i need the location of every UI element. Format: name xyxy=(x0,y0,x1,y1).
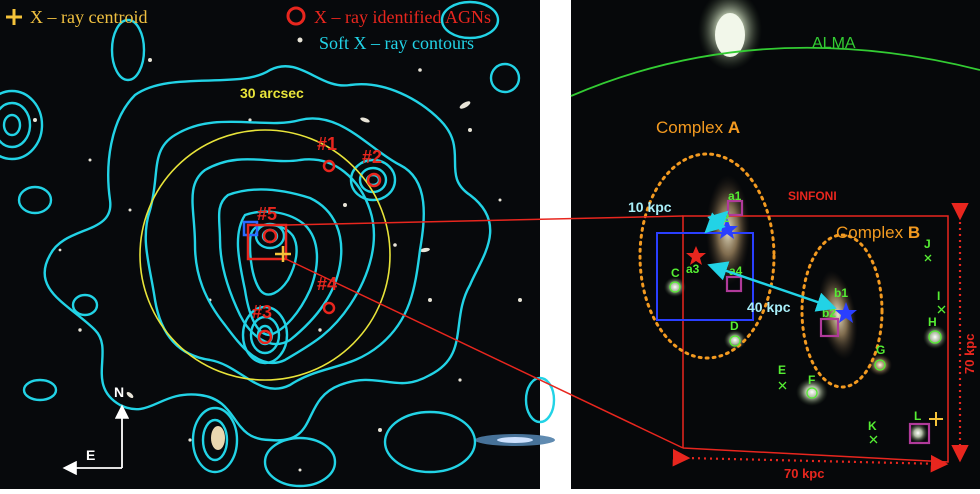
compass-east: E xyxy=(86,447,95,463)
label-a2: a2 xyxy=(716,211,730,225)
arrow-40kpc xyxy=(707,261,837,312)
label-J: J xyxy=(924,237,931,251)
blue-box xyxy=(242,220,259,237)
agn-markers xyxy=(257,159,382,345)
label-F: F xyxy=(808,373,815,387)
source-L-glow xyxy=(908,423,928,443)
circle-icon xyxy=(286,6,306,26)
square-b2 xyxy=(819,317,840,338)
right-panel: ALMA SINFONI Complex A Complex B xyxy=(570,0,980,489)
agn-marker-5 xyxy=(262,228,278,244)
star-b1 xyxy=(835,302,857,323)
agn-marker-1 xyxy=(322,159,336,173)
scale-bar-bottom xyxy=(672,448,949,473)
sinfoni-label: SINFONI xyxy=(788,189,837,203)
label-b1: b1 xyxy=(834,286,848,300)
legend-agn: X – ray identified AGNs xyxy=(314,7,491,27)
alma-field-arc xyxy=(570,46,980,97)
label-a3: a3 xyxy=(686,262,700,276)
agn-marker-3 xyxy=(257,329,273,345)
source-C-glow xyxy=(664,277,686,297)
source-F-glow xyxy=(796,378,828,406)
aperture-circle xyxy=(139,129,391,381)
label-E: E xyxy=(778,363,786,377)
source-H-glow xyxy=(923,325,947,349)
label-a1: a1 xyxy=(728,189,742,203)
centroid-plus-right xyxy=(929,412,943,426)
scale-label-right: 70 kpc xyxy=(962,334,977,374)
label-C: C xyxy=(671,266,680,280)
label-L: L xyxy=(914,409,921,423)
compass-north: N xyxy=(114,384,124,400)
alma-label: ALMA xyxy=(812,35,856,52)
compass xyxy=(62,404,130,476)
complex-b-region xyxy=(800,233,884,389)
edge-on-galaxy-core xyxy=(497,437,533,443)
xray-centroid-marker xyxy=(275,246,291,262)
xray-contours xyxy=(0,0,556,488)
scale-label-bottom: 70 kpc xyxy=(784,466,824,481)
source-G-glow xyxy=(868,354,892,376)
legend: X – ray centroid X – ray identified AGNs… xyxy=(6,6,491,53)
scale-label: 30 arcsec xyxy=(240,85,304,101)
label-K: K xyxy=(868,419,877,433)
agn-label-2: #2 xyxy=(362,147,382,167)
square-L xyxy=(908,422,931,445)
agn-marker-2 xyxy=(366,172,382,188)
agn-marker-4 xyxy=(322,301,336,315)
bright-galaxy-south xyxy=(211,426,225,450)
connector-lines xyxy=(285,215,684,449)
legend-contours: Soft X – ray contours xyxy=(319,33,474,53)
agn-label-5: #5 xyxy=(257,204,277,224)
bright-source-top-core xyxy=(715,13,745,57)
agn-labels: #1 #2 #3 #4 #5 xyxy=(252,134,382,322)
complex-a-region xyxy=(638,152,776,360)
plus-icon xyxy=(6,9,22,25)
complex-b-label: Complex B xyxy=(836,223,920,242)
left-panel: 30 arcsec #1 #2 #3 #4 #5 N E xyxy=(0,0,556,489)
agn-label-1: #1 xyxy=(317,134,337,154)
arrow-10kpc xyxy=(704,210,729,234)
distance-10kpc: 10 kpc xyxy=(628,199,672,215)
label-b2: b2 xyxy=(822,306,836,320)
agn-label-3: #3 xyxy=(252,302,272,322)
square-a1 xyxy=(726,199,744,217)
red-star-a3 xyxy=(686,246,706,265)
label-H: H xyxy=(928,315,937,329)
background-sources xyxy=(33,37,522,472)
complex-a-label: Complex A xyxy=(656,118,740,137)
distance-40kpc: 40 kpc xyxy=(747,299,791,315)
left-background xyxy=(0,0,540,489)
green-markers xyxy=(669,254,946,444)
legend-centroid: X – ray centroid xyxy=(30,7,147,27)
label-G: G xyxy=(876,343,885,357)
agn-label-4: #4 xyxy=(317,274,337,294)
source-D-glow xyxy=(724,330,746,350)
zoom-box xyxy=(246,223,288,261)
label-D: D xyxy=(730,319,739,333)
label-I: I xyxy=(937,289,940,303)
